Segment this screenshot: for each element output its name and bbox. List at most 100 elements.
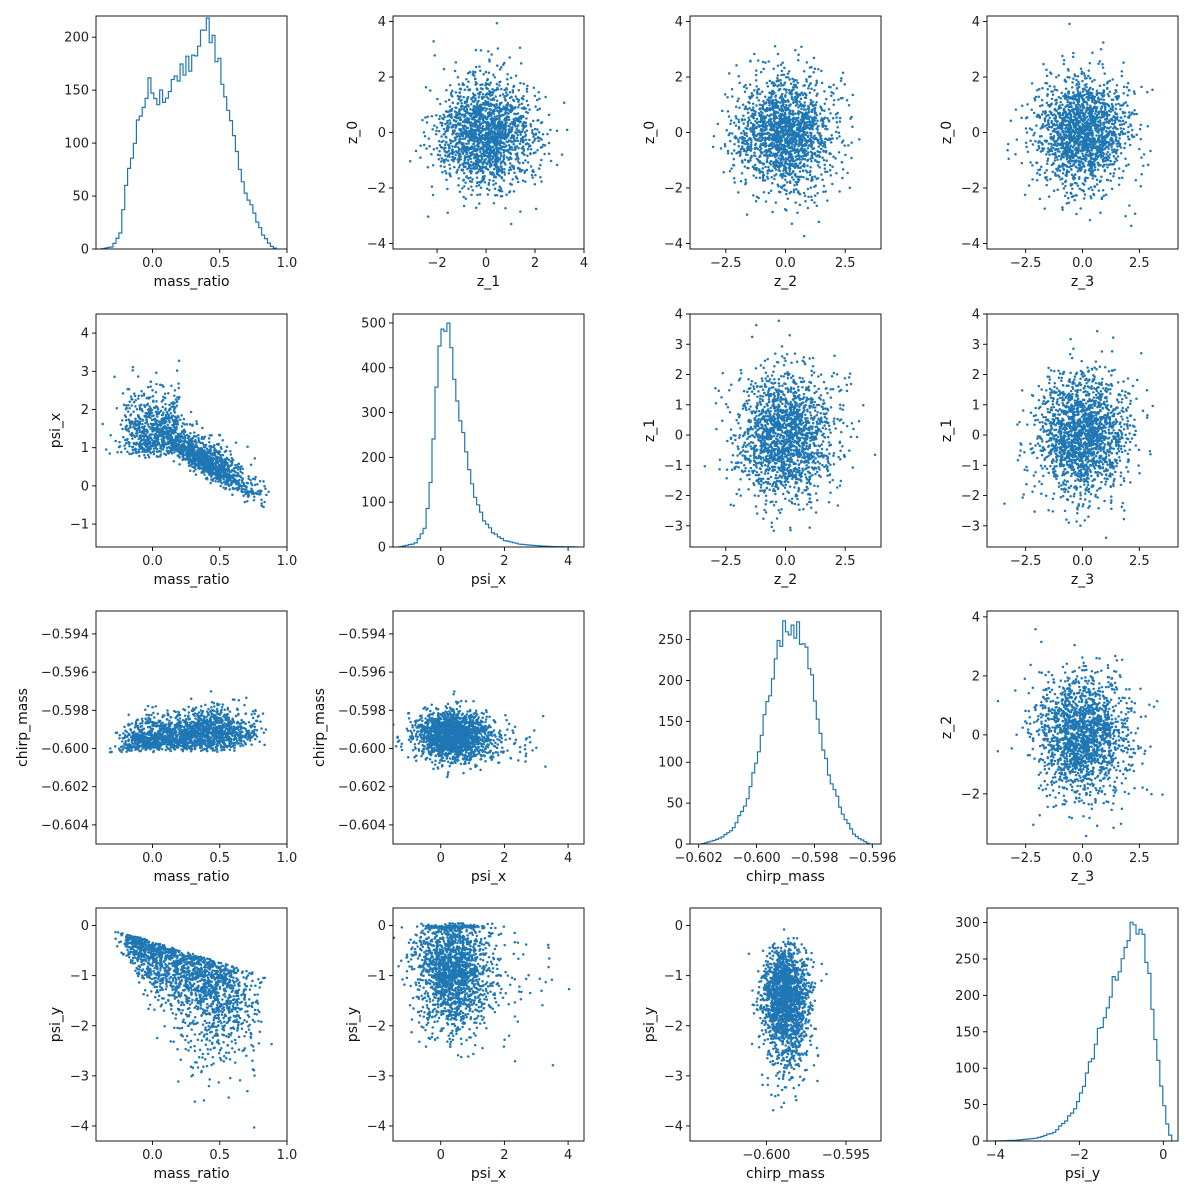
scatter-point — [734, 114, 738, 118]
scatter-point — [1115, 83, 1119, 87]
scatter-point — [791, 77, 794, 81]
scatter-point — [498, 117, 501, 121]
scatter-point — [516, 152, 519, 155]
scatter-point — [835, 121, 839, 124]
scatter-point — [739, 150, 742, 154]
scatter-point — [440, 124, 444, 127]
scatter-point — [457, 161, 460, 164]
scatter-point — [480, 155, 484, 158]
scatter-point — [533, 137, 537, 141]
scatter-point — [754, 79, 758, 82]
scatter-point — [503, 173, 507, 176]
scatter-point — [788, 104, 791, 108]
x-tick-label: −2.5 — [710, 256, 742, 271]
scatter-point — [488, 107, 491, 111]
scatter-point — [1076, 75, 1080, 78]
scatter-point — [524, 169, 527, 173]
scatter-point — [462, 132, 465, 135]
scatter-point — [783, 150, 787, 153]
scatter-point — [1109, 126, 1112, 129]
scatter-point — [1117, 167, 1121, 170]
scatter-point — [1110, 148, 1114, 151]
scatter-point — [471, 125, 475, 128]
scatter-point — [823, 167, 827, 170]
scatter-point — [841, 71, 845, 75]
scatter-point — [515, 145, 519, 148]
scatter-point — [809, 82, 812, 85]
scatter-point — [498, 103, 502, 107]
scatter-point — [787, 167, 791, 170]
scatter-point — [508, 147, 511, 151]
scatter-point — [1020, 161, 1024, 165]
scatter-point — [721, 109, 724, 113]
scatter-point — [806, 107, 810, 111]
scatter-point — [477, 161, 481, 164]
scatter-point — [472, 70, 475, 73]
scatter-point — [780, 134, 784, 138]
x-tick-label: 0.0 — [142, 256, 163, 271]
scatter-point — [828, 163, 832, 167]
scatter-point — [791, 118, 795, 121]
scatter-point — [481, 141, 484, 144]
scatter-point — [789, 112, 792, 115]
scatter-point — [1062, 58, 1066, 62]
scatter-point — [493, 76, 496, 79]
scatter-point — [789, 130, 792, 133]
scatter-point — [1105, 153, 1108, 156]
scatter-point — [799, 125, 802, 128]
scatter-point — [438, 115, 442, 118]
scatter-point — [521, 145, 525, 148]
scatter-point — [810, 160, 813, 163]
scatter-point — [455, 142, 459, 145]
scatter-point — [820, 81, 824, 85]
scatter-point — [1090, 80, 1094, 83]
scatter-point — [760, 151, 763, 155]
scatter-point — [507, 158, 510, 162]
scatter-point — [530, 131, 534, 134]
scatter-point — [450, 114, 453, 118]
scatter-point — [777, 78, 780, 82]
scatter-point — [507, 112, 510, 115]
scatter-point — [1050, 163, 1054, 167]
scatter-point — [789, 159, 792, 162]
scatter-point — [480, 166, 484, 170]
scatter-point — [788, 169, 791, 173]
y-tick-label: −2 — [664, 181, 683, 196]
scatter-point — [492, 148, 496, 151]
scatter-point — [488, 188, 491, 192]
scatter-point — [758, 154, 762, 158]
scatter-point — [1073, 148, 1077, 151]
scatter-point — [473, 167, 477, 170]
scatter-point — [1035, 179, 1039, 182]
scatter-point — [828, 138, 832, 141]
scatter-point — [483, 161, 487, 164]
scatter-point — [467, 139, 471, 143]
scatter-point — [500, 101, 503, 104]
scatter-point — [432, 147, 436, 151]
scatter-point — [1082, 197, 1086, 200]
scatter-point — [485, 124, 488, 128]
scatter-point — [523, 135, 527, 138]
scatter-point — [479, 150, 482, 154]
scatter-point — [752, 108, 755, 112]
scatter-point — [800, 91, 804, 94]
scatter-point — [1088, 106, 1091, 110]
scatter-point — [766, 131, 770, 134]
scatter-point — [786, 107, 790, 110]
scatter-point — [783, 146, 786, 149]
scatter-point — [1038, 87, 1041, 91]
y-tick-label: 2 — [378, 71, 386, 86]
scatter-point — [746, 153, 749, 156]
scatter-point — [784, 112, 787, 116]
scatter-point — [1072, 162, 1076, 166]
scatter-point — [1082, 190, 1086, 193]
scatter-point — [794, 48, 797, 52]
scatter-point — [469, 103, 473, 106]
scatter-point — [831, 165, 834, 168]
scatter-point — [513, 148, 517, 152]
scatter-point — [1078, 161, 1081, 164]
scatter-point — [816, 92, 819, 96]
scatter-point — [1025, 131, 1029, 134]
scatter-point — [505, 116, 509, 119]
